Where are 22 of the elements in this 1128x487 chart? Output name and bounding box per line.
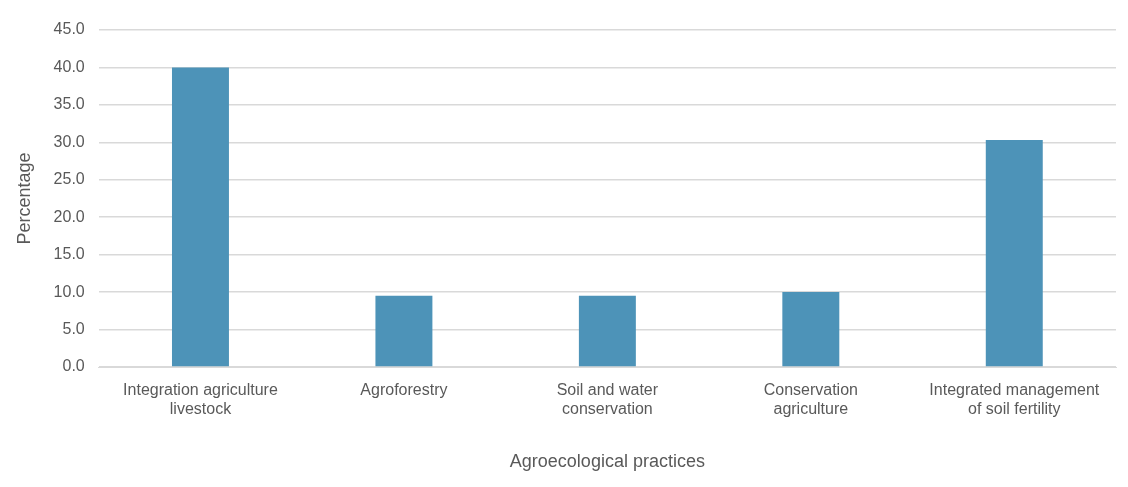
y-axis-title: Percentage [13, 152, 34, 245]
y-tick-label: 20.0 [53, 207, 85, 225]
x-axis-title: Agroecological practices [509, 451, 705, 472]
bar [578, 295, 636, 367]
x-tick-label: Integrated management of soil fertility [929, 381, 1100, 418]
y-tick-label: 10.0 [53, 282, 85, 300]
y-tick-label: 25.0 [53, 170, 85, 188]
y-tick-label: 40.0 [53, 57, 85, 75]
bar [985, 140, 1043, 367]
bar [782, 292, 840, 367]
x-tick-label: Soil and water conservation [556, 381, 659, 418]
y-tick-label: 30.0 [53, 132, 85, 150]
y-tick-label: 45.0 [53, 20, 85, 38]
y-tick-label: 15.0 [53, 245, 85, 263]
x-tick-label: Conservation agriculture [763, 381, 858, 418]
bar [375, 295, 433, 367]
y-tick-label: 0.0 [62, 357, 85, 375]
x-tick-label: Integration agriculture livestock [123, 381, 278, 418]
y-tick-label: 5.0 [62, 319, 85, 337]
bar [171, 67, 229, 367]
y-tick-label: 35.0 [53, 95, 85, 113]
x-tick-label: Agroforestry [360, 381, 448, 399]
